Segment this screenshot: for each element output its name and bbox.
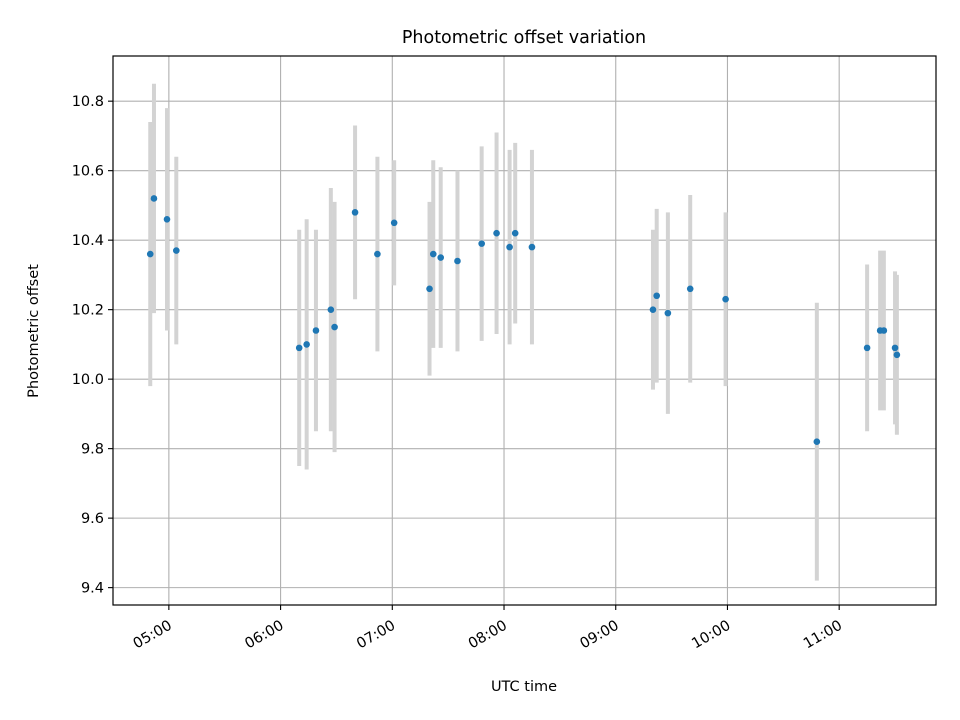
data-point [722, 295, 729, 303]
data-point [437, 254, 445, 261]
data-point [653, 292, 661, 300]
data-point [478, 240, 485, 247]
data-point [327, 306, 335, 313]
data-point [351, 209, 359, 216]
y-tick-label: 10.0 [72, 372, 104, 388]
data-point [429, 250, 437, 258]
data-point [664, 309, 672, 317]
data-point [686, 285, 694, 293]
data-point [374, 250, 381, 258]
data-point [312, 327, 320, 334]
x-axis-label: UTC time [491, 679, 557, 695]
data-point [150, 195, 158, 202]
y-tick-label: 9.8 [81, 442, 104, 458]
data-point [173, 247, 180, 254]
data-point [511, 229, 519, 237]
data-point [163, 216, 171, 223]
data-point [390, 219, 398, 227]
y-axis-label: Photometric offset [26, 264, 42, 398]
data-point [528, 243, 536, 251]
data-point [813, 438, 821, 445]
data-point [863, 344, 871, 352]
data-point [891, 344, 899, 352]
data-point [893, 351, 901, 359]
data-point [303, 341, 310, 348]
y-tick-label: 9.4 [81, 581, 104, 597]
data-point [426, 285, 433, 293]
plot-frame [112, 55, 937, 606]
y-tick-label: 9.6 [81, 511, 104, 527]
data-point [649, 306, 657, 313]
y-tick-label: 10.4 [72, 233, 104, 249]
data-point [331, 323, 338, 331]
y-tick-label: 10.6 [72, 164, 104, 180]
data-point [295, 344, 303, 352]
y-tick-label: 10.8 [72, 94, 104, 110]
data-point [880, 327, 888, 334]
data-point [506, 243, 513, 251]
y-tick-label: 10.2 [72, 303, 104, 319]
data-points [146, 195, 901, 445]
grid [113, 56, 936, 605]
data-point [454, 257, 461, 265]
chart-title: Photometric offset variation [402, 28, 646, 48]
data-point [146, 250, 154, 258]
data-point [493, 229, 500, 237]
